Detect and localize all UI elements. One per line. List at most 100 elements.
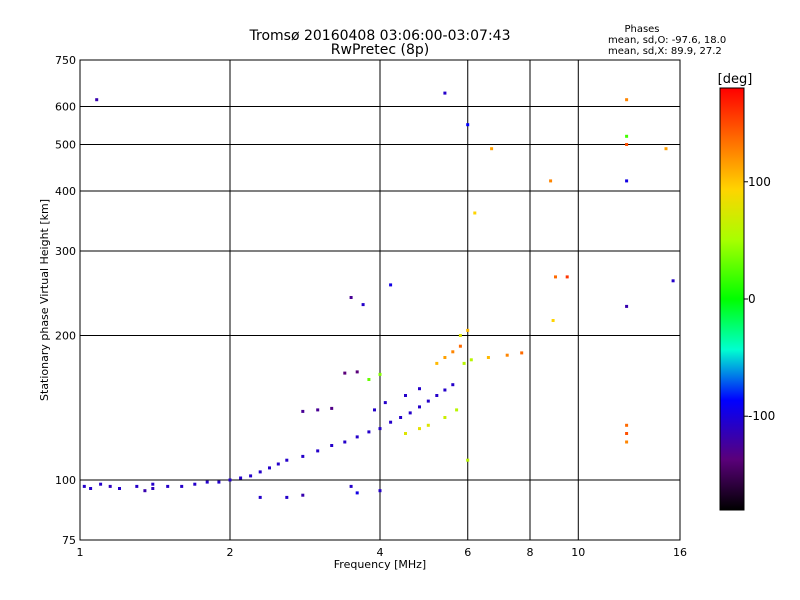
- data-point: [151, 482, 155, 486]
- data-point: [426, 399, 430, 403]
- data-point: [301, 454, 305, 458]
- data-point: [367, 378, 371, 381]
- data-point: [443, 356, 447, 359]
- data-point: [378, 489, 382, 493]
- colorbar-tick-label: 100: [748, 175, 771, 189]
- data-point: [135, 484, 139, 488]
- y-tick-label: 600: [55, 101, 76, 114]
- data-point: [108, 484, 112, 488]
- data-point: [268, 466, 271, 470]
- data-point: [469, 358, 473, 362]
- data-point: [89, 487, 93, 490]
- data-point: [435, 361, 439, 365]
- data-point: [466, 458, 470, 462]
- x-tick-label: 10: [571, 546, 585, 559]
- data-point: [625, 440, 629, 444]
- colorbar-label: [deg]: [718, 72, 753, 87]
- x-tick-label: 1: [77, 546, 84, 559]
- data-point: [625, 143, 629, 146]
- data-point: [239, 476, 243, 480]
- data-point: [466, 123, 470, 127]
- data-point: [180, 484, 184, 488]
- data-point: [520, 351, 524, 355]
- grid-lines: [80, 60, 680, 540]
- data-point: [399, 416, 403, 419]
- data-point: [389, 420, 393, 424]
- data-point: [95, 98, 99, 102]
- data-point: [228, 478, 232, 482]
- data-point: [565, 275, 569, 279]
- data-point: [435, 394, 439, 397]
- y-tick-label: 500: [55, 139, 76, 152]
- x-tick-label: 4: [377, 546, 384, 559]
- data-point: [193, 482, 197, 486]
- data-point: [285, 458, 289, 462]
- phases-mean-o: mean, sd,O: -97.6, 18.0: [608, 35, 726, 46]
- y-tick-label: 75: [62, 534, 76, 547]
- data-point: [349, 484, 353, 488]
- data-point: [166, 484, 170, 488]
- data-point: [458, 334, 462, 337]
- y-tick-label: 750: [55, 54, 76, 67]
- colorbar-tick-label: 0: [748, 292, 756, 306]
- data-point: [383, 401, 387, 405]
- x-tick-label: 8: [527, 546, 534, 559]
- data-point: [205, 480, 209, 484]
- data-point: [361, 303, 365, 307]
- data-point: [451, 383, 455, 387]
- data-points: [82, 91, 675, 499]
- data-point: [99, 482, 103, 486]
- data-point: [151, 487, 155, 490]
- colorbar-ticks: 100 0 -100: [744, 175, 775, 423]
- data-point: [316, 449, 320, 453]
- data-point: [426, 423, 430, 427]
- data-point: [343, 440, 347, 444]
- data-point: [625, 304, 629, 308]
- x-ticks: 1 2 4 6 8 10 16: [77, 546, 688, 559]
- data-point: [249, 474, 253, 478]
- data-point: [549, 179, 553, 183]
- y-tick-label: 200: [55, 330, 76, 343]
- data-point: [285, 495, 289, 499]
- data-point: [330, 444, 334, 447]
- data-point: [462, 361, 466, 365]
- data-point: [330, 406, 334, 410]
- data-point: [451, 350, 455, 354]
- data-point: [664, 147, 668, 151]
- data-point: [443, 388, 447, 392]
- chart-subtitle: RwPretec (8p): [331, 42, 429, 58]
- data-point: [378, 427, 382, 431]
- data-point: [389, 283, 393, 287]
- chart-title: Tromsø 20160408 03:06:00-03:07:43: [249, 28, 511, 44]
- x-tick-label: 16: [673, 546, 687, 559]
- data-point: [505, 353, 509, 357]
- data-point: [671, 279, 675, 283]
- data-point: [418, 387, 421, 391]
- y-axis-label: Stationary phase Virtual Height [km]: [38, 199, 51, 401]
- data-point: [625, 98, 629, 102]
- data-point: [404, 432, 407, 435]
- y-tick-label: 300: [55, 245, 76, 258]
- colorbar: [719, 87, 745, 511]
- data-point: [355, 435, 359, 439]
- data-point: [486, 356, 490, 359]
- data-point: [554, 275, 557, 279]
- data-point: [408, 411, 412, 415]
- phases-heading: Phases: [624, 24, 659, 35]
- data-point: [301, 409, 305, 413]
- data-point: [490, 147, 494, 151]
- data-point: [143, 489, 147, 493]
- data-point: [316, 408, 320, 412]
- data-point: [373, 408, 376, 412]
- data-point: [367, 430, 371, 434]
- y-tick-label: 400: [55, 185, 76, 198]
- data-point: [276, 462, 280, 466]
- data-point: [418, 405, 421, 409]
- data-point: [625, 134, 629, 138]
- data-point: [551, 319, 555, 322]
- x-axis-label: Frequency [MHz]: [334, 558, 426, 571]
- data-point: [625, 179, 629, 183]
- data-point: [458, 344, 462, 348]
- x-tick-label: 2: [227, 546, 234, 559]
- y-ticks: 75 100 200 300 400 500 600 750: [55, 54, 76, 547]
